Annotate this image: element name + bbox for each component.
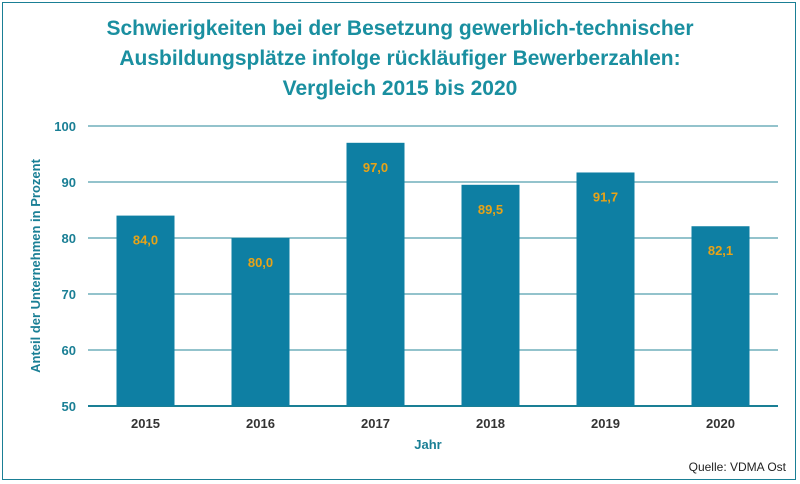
x-tick-label: 2015 [131, 416, 160, 431]
x-tick-label: 2018 [476, 416, 505, 431]
y-tick-label: 60 [62, 343, 76, 358]
y-tick-label: 100 [54, 119, 76, 134]
data-label: 80,0 [248, 255, 273, 270]
x-tick-label: 2017 [361, 416, 390, 431]
bar [576, 172, 635, 406]
title-line-3: Vergleich 2015 bis 2020 [282, 77, 518, 100]
y-tick-label: 70 [62, 287, 76, 302]
bar [461, 184, 520, 406]
x-tick-label: 2019 [591, 416, 620, 431]
data-label: 84,0 [133, 233, 158, 248]
x-axis-label: Jahr [414, 437, 441, 452]
title-line-2: Ausbildungsplätze infolge rückläufiger B… [119, 47, 681, 70]
bar [346, 142, 405, 407]
x-tick-label: 2016 [246, 416, 275, 431]
y-tick-label: 80 [62, 231, 76, 246]
bar [691, 226, 750, 406]
data-label: 91,7 [593, 189, 618, 204]
y-tick-label: 90 [62, 175, 76, 190]
y-axis-label: Anteil der Unternehmen in Prozent [28, 158, 43, 372]
source-note: Quelle: VDMA Ost [688, 460, 786, 474]
title-line-1: Schwierigkeiten bei der Besetzung gewerb… [106, 17, 694, 40]
bar [116, 215, 175, 406]
y-tick-label: 50 [62, 399, 76, 414]
x-tick-label: 2020 [706, 416, 735, 431]
bar [231, 238, 290, 406]
data-label: 89,5 [478, 202, 503, 217]
data-label: 82,1 [708, 243, 733, 258]
data-label: 97,0 [363, 160, 388, 175]
chart-title: Schwierigkeiten bei der Besetzung gewerb… [0, 14, 800, 104]
